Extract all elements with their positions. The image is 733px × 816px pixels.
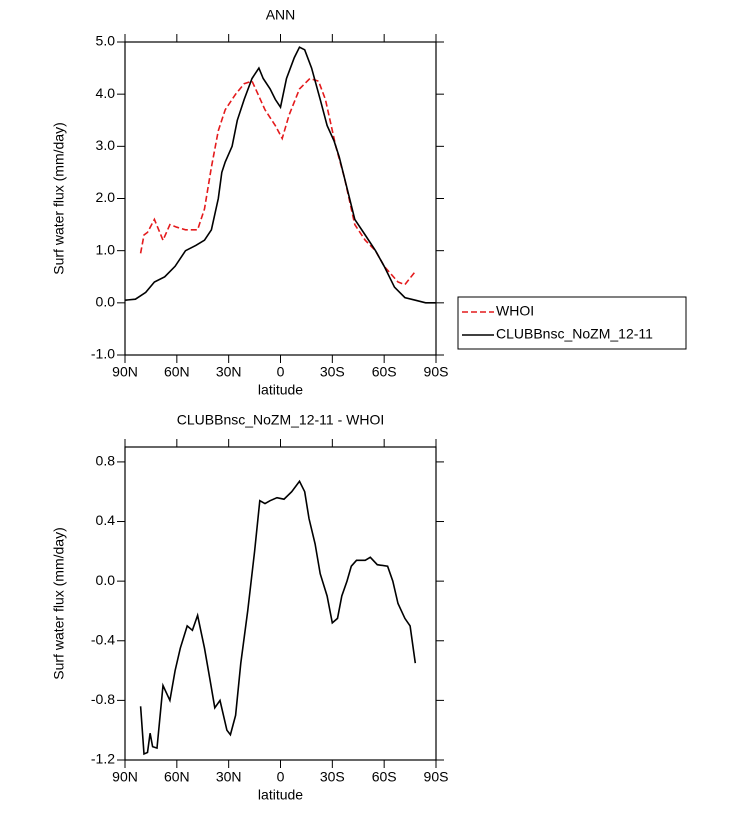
x-tick-label: 60N: [164, 769, 190, 785]
x-tick-label: 90N: [112, 769, 138, 785]
x-axis-label: latitude: [258, 382, 303, 398]
y-tick-label: 0.4: [96, 512, 116, 528]
data-line: [139, 479, 417, 756]
y-tick-label: 0.8: [96, 453, 116, 469]
legend-label: WHOI: [496, 303, 534, 319]
y-tick-label: -1.0: [91, 346, 115, 362]
y-tick-label: 4.0: [96, 85, 116, 101]
y-axis-label: Surf water flux (mm/day): [51, 122, 67, 274]
plot-frame: [124, 41, 437, 356]
x-tick-label: 60S: [372, 769, 397, 785]
x-tick-label: 0: [277, 769, 285, 785]
x-tick-label: 30S: [320, 364, 345, 380]
x-tick-label: 90S: [424, 769, 449, 785]
y-tick-label: 2.0: [96, 189, 116, 205]
chart-title: CLUBBnsc_NoZM_12-11 - WHOI: [177, 412, 384, 428]
x-tick-label: 0: [277, 364, 285, 380]
y-tick-label: -1.2: [91, 751, 115, 767]
y-tick-label: -0.4: [91, 631, 115, 647]
legend-box: [457, 296, 687, 350]
y-tick-label: 0.0: [96, 572, 116, 588]
x-tick-label: 30S: [320, 769, 345, 785]
y-axis-label: Surf water flux (mm/day): [51, 527, 67, 679]
plot-frame: [124, 446, 437, 761]
x-tick-label: 90S: [424, 364, 449, 380]
data-line: [139, 77, 416, 286]
y-tick-label: 1.0: [96, 241, 116, 257]
x-tick-label: 30N: [216, 769, 242, 785]
y-tick-label: 3.0: [96, 137, 116, 153]
x-tick-label: 90N: [112, 364, 138, 380]
x-tick-label: 60N: [164, 364, 190, 380]
x-tick-label: 60S: [372, 364, 397, 380]
x-tick-label: 30N: [216, 364, 242, 380]
y-tick-label: 5.0: [96, 33, 116, 49]
legend-label: CLUBBnsc_NoZM_12-11: [496, 326, 653, 342]
data-line: [124, 46, 436, 304]
y-tick-label: -0.8: [91, 691, 115, 707]
x-axis-label: latitude: [258, 787, 303, 803]
chart-title: ANN: [266, 7, 296, 23]
y-tick-label: 0.0: [96, 294, 116, 310]
